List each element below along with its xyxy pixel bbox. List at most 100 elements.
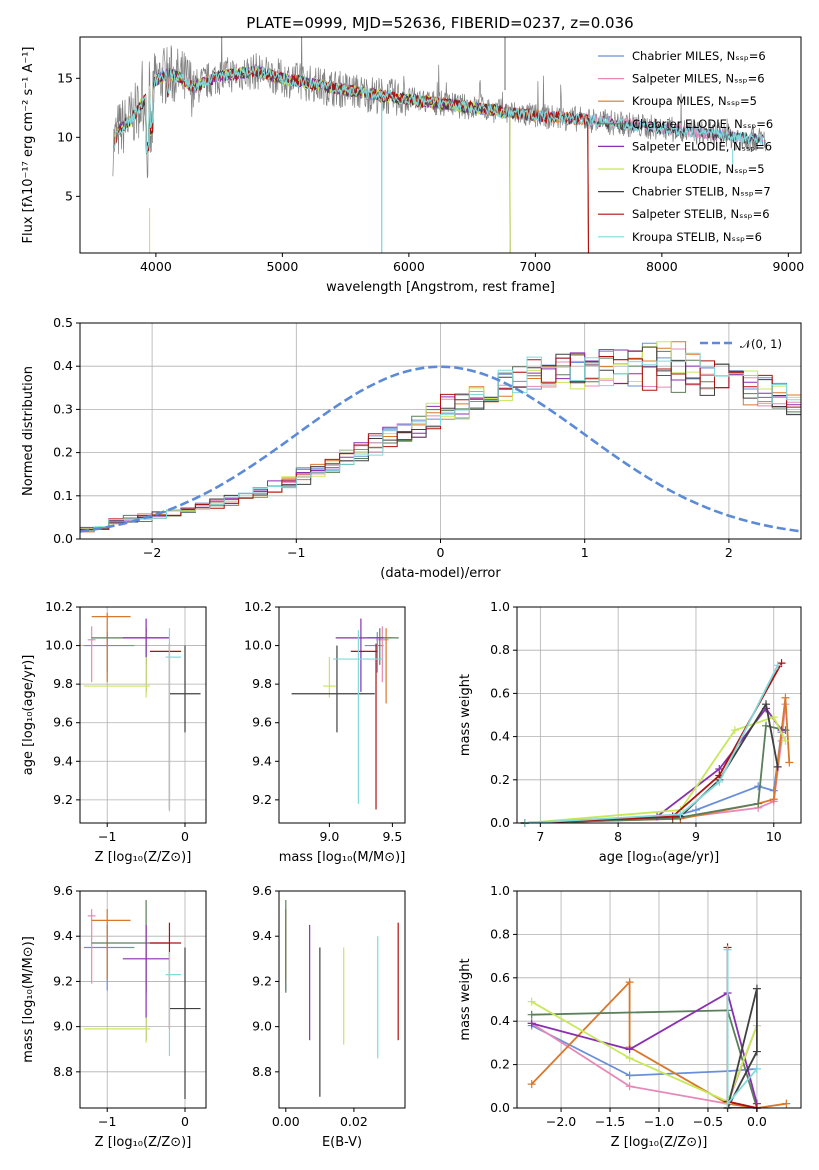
age_z-ytick-label: 9.2 xyxy=(53,792,73,807)
mw_age-point-marker xyxy=(730,726,739,735)
mw_z-ytick-label: 0.0 xyxy=(490,1100,510,1115)
mw_age-ytick-label: 0.0 xyxy=(490,815,510,830)
mass_z-ytick-label: 9.6 xyxy=(53,883,73,898)
mass_z-ytick-label: 8.8 xyxy=(53,1064,73,1079)
spectrum-ytick-label: 5 xyxy=(65,188,73,203)
residuals-xlabel: (data-model)/error xyxy=(380,566,501,581)
age_z-xtick-label: −1 xyxy=(98,829,116,844)
legend-label-3: Kroupa MILES, Nₛₛₚ=5 xyxy=(632,94,757,108)
spectrum-model-line xyxy=(113,65,511,253)
age_z-xlabel: Z [log₁₀(Z/Z⊙)] xyxy=(95,850,192,865)
mw_z-point-marker xyxy=(752,984,761,993)
mw_z-xtick-label: 0.0 xyxy=(747,1114,767,1129)
plot-layer: Chabrier MILES, Nₛₛₚ=6 Salpeter MILES, Nₛ… xyxy=(21,36,804,1150)
residuals-ytick-label: 0.4 xyxy=(53,358,73,373)
mw_z-point-marker xyxy=(723,945,732,954)
age_mass-ytick-label: 10.2 xyxy=(244,599,272,614)
spectrum-xtick-label: 5000 xyxy=(266,259,298,274)
age_z-ytick-label: 9.6 xyxy=(53,715,73,730)
age_mass-xlabel: mass [log₁₀(M/M⊙)] xyxy=(279,850,406,865)
residuals-ytick-label: 0.5 xyxy=(53,315,73,330)
age_mass-frame xyxy=(278,606,406,824)
mw_age-xtick-label: 10 xyxy=(766,829,782,844)
mass_ebv-xtick-label: 0.02 xyxy=(340,1114,368,1129)
mw_z-point-marker xyxy=(625,1071,634,1080)
normal-curve xyxy=(80,365,801,533)
mass_ebv-ytick-label: 9.2 xyxy=(252,973,272,988)
mw_age-ylabel: mass weight xyxy=(458,674,473,756)
spectrum-xtick-label: 6000 xyxy=(393,259,425,274)
residuals-ytick-label: 0.1 xyxy=(53,488,73,503)
mw_z-point-marker xyxy=(527,1019,536,1028)
mw_z-xlabel: Z [log₁₀(Z/Z⊙)] xyxy=(611,1135,708,1150)
mw_age-point-marker xyxy=(691,806,700,815)
spectrum-model-line xyxy=(113,65,511,253)
mw_z-point-marker xyxy=(782,1099,791,1108)
mw_z-series-line xyxy=(531,979,787,1108)
mw_age-series-line xyxy=(524,724,786,823)
mw_age-frame xyxy=(516,606,802,824)
legend-label-1: Chabrier MILES, Nₛₛₚ=6 xyxy=(632,49,766,63)
mw_age-panel xyxy=(513,606,802,827)
spectrum-ytick-label: 10 xyxy=(57,129,73,144)
legend-label-6: Kroupa ELODIE, Nₛₛₚ=5 xyxy=(632,162,765,176)
spectrum-xtick-label: 7000 xyxy=(519,259,551,274)
legend-label-4: Chabrier ELODIE, Nₛₛₚ=6 xyxy=(632,117,773,131)
mw_age-ytick-label: 1.0 xyxy=(490,599,510,614)
mw_age-xtick-label: 8 xyxy=(614,829,622,844)
mw_z-ytick-label: 0.4 xyxy=(490,1013,510,1028)
mw_age-point-marker xyxy=(777,659,786,668)
mass_ebv-xtick-label: 0.00 xyxy=(272,1114,300,1129)
residuals-xtick-label: 1 xyxy=(581,545,589,560)
mw_age-point-marker xyxy=(785,758,794,767)
mw_age-xtick-label: 9 xyxy=(692,829,700,844)
mw_age-point-marker xyxy=(668,812,677,821)
residuals-xtick-label: −2 xyxy=(143,545,161,560)
mw_age-point-marker xyxy=(769,795,778,804)
residual-histogram xyxy=(80,346,801,539)
age_mass-panel xyxy=(275,606,406,827)
residuals-panel xyxy=(76,322,802,543)
spectrum-ylabel: Flux [fλ10⁻¹⁷ erg cm⁻² s⁻¹ A⁻¹] xyxy=(21,47,36,244)
mw_z-ytick-label: 1.0 xyxy=(490,883,510,898)
mw_age-xtick-label: 7 xyxy=(536,829,544,844)
age_z-panel xyxy=(76,606,207,827)
legend-normal-label: 𝒩(0, 1) xyxy=(740,337,782,351)
mass_ebv-ytick-label: 9.0 xyxy=(252,1019,272,1034)
age_mass-ytick-label: 9.6 xyxy=(252,715,272,730)
age_z-ylabel: age [log₁₀(age/yr)] xyxy=(21,655,36,776)
age_mass-ytick-label: 9.2 xyxy=(252,792,272,807)
mw_z-point-marker xyxy=(625,1054,634,1063)
mass_ebv-ytick-label: 9.4 xyxy=(252,928,272,943)
mass_z-ytick-label: 9.2 xyxy=(53,973,73,988)
age_z-ytick-label: 10.2 xyxy=(45,599,73,614)
mw_z-point-marker xyxy=(752,1064,761,1073)
mw_z-ylabel: mass weight xyxy=(458,958,473,1040)
mw_age-ytick-label: 0.2 xyxy=(490,772,510,787)
mw_age-point-marker xyxy=(676,810,685,819)
residuals-xtick-label: 2 xyxy=(725,545,733,560)
residuals-ylabel: Normed distribution xyxy=(21,366,36,496)
mw_z-ytick-label: 0.8 xyxy=(490,926,510,941)
residual-histogram xyxy=(80,350,801,539)
mw_z-series-line xyxy=(531,1022,758,1105)
spectrum-model-line xyxy=(113,65,764,154)
spectrum-xlabel: wavelength [Angstrom, rest frame] xyxy=(326,280,555,295)
mw_age-ytick-label: 0.6 xyxy=(490,685,510,700)
mw_z-point-marker xyxy=(625,1082,634,1091)
mw_z-point-marker xyxy=(625,978,634,987)
mw_age-point-marker xyxy=(754,799,763,808)
age_mass-xtick-label: 9.5 xyxy=(382,829,402,844)
legend-label-5: Salpeter ELODIE, Nₛₛₚ=6 xyxy=(632,139,772,153)
mw_age-ytick-label: 0.8 xyxy=(490,642,510,657)
mass_z-ylabel: mass [log₁₀(M/M⊙)] xyxy=(21,936,36,1063)
spectrum-xtick-label: 4000 xyxy=(140,259,172,274)
spectrum-frame xyxy=(79,36,802,254)
age_mass-ytick-label: 9.8 xyxy=(252,676,272,691)
mass_z-xlabel: Z [log₁₀(Z/Z⊙)] xyxy=(95,1135,192,1150)
residuals-ytick-label: 0.0 xyxy=(53,531,73,546)
mw_z-xtick-label: −0.5 xyxy=(693,1114,723,1129)
mw_z-series-line xyxy=(531,1000,758,1103)
mw_age-point-marker xyxy=(761,700,770,709)
